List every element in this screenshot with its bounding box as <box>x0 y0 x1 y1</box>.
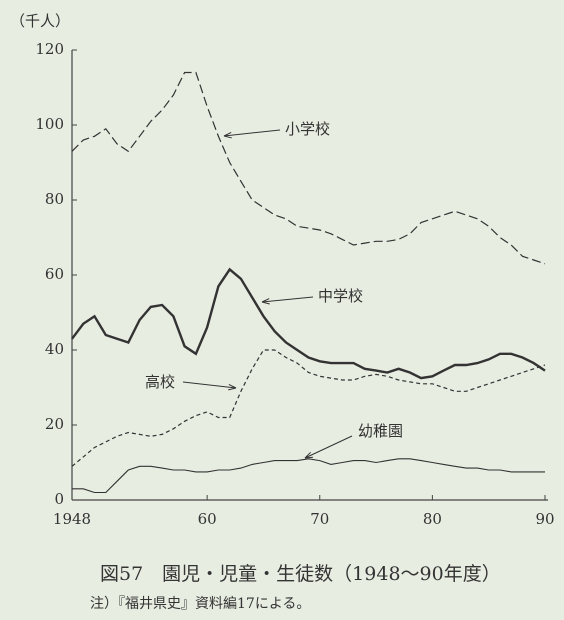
y-tick-label: 0 <box>54 490 64 508</box>
arrow-head <box>228 383 237 391</box>
arrow-head <box>304 451 314 459</box>
y-tick-label: 20 <box>45 415 64 433</box>
x-tick-label: 1948 <box>53 510 91 528</box>
series-label: 中学校 <box>318 287 363 305</box>
arrow-head <box>223 132 232 139</box>
x-tick-label: 80 <box>423 510 442 528</box>
series-line <box>71 267 546 380</box>
y-axis-label: （千人） <box>10 12 70 30</box>
y-tick-label: 60 <box>45 265 64 283</box>
chart-title: 図57 園児・児童・生徒数（1948〜90年度） <box>100 563 501 585</box>
y-tick-label: 80 <box>45 190 64 208</box>
series-line <box>72 458 545 494</box>
label-arrow <box>304 435 353 459</box>
y-tick-label: 40 <box>45 340 64 358</box>
x-tick-label: 70 <box>310 510 329 528</box>
series-label: 高校 <box>145 373 175 391</box>
label-arrow <box>182 381 237 389</box>
series-line <box>71 71 546 265</box>
label-arrow <box>223 129 281 137</box>
y-tick-label: 100 <box>35 115 64 133</box>
arrow-head <box>261 298 270 305</box>
series-label: 幼稚園 <box>358 422 403 440</box>
series-line <box>71 349 546 467</box>
x-tick-label: 60 <box>198 510 217 528</box>
note: 注）『福井県史』資料編17による。 <box>90 596 310 612</box>
x-tick-label: 90 <box>535 510 554 528</box>
series-label: 小学校 <box>285 120 330 138</box>
label-arrow <box>261 296 314 303</box>
y-tick-label: 120 <box>35 40 64 58</box>
